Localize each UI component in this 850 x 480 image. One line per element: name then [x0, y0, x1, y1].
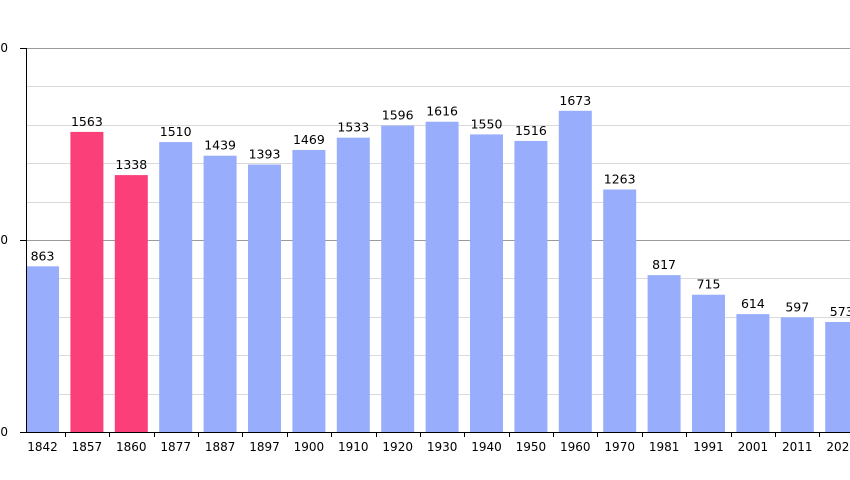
- bar-2021: [825, 321, 850, 432]
- bar-value-label-1842: 863: [31, 248, 55, 263]
- x-tick-label-1857: 1857: [72, 440, 103, 454]
- bar-1940: [470, 134, 503, 432]
- bar-1950: [514, 140, 548, 433]
- x-tick-label-1981: 1981: [649, 440, 680, 454]
- x-tick-label-2001: 2001: [738, 440, 769, 454]
- x-tick-label-2011: 2011: [782, 440, 813, 454]
- bar-value-label-1897: 1393: [249, 147, 281, 162]
- axes: [20, 48, 850, 437]
- bar-value-labels: 863 1563 1338 1510 1439 1393 1469 1533 1596 1616 1…: [31, 93, 850, 319]
- bar-1960: [558, 110, 592, 432]
- bar-value-label-2011: 597: [785, 299, 809, 314]
- x-tick-label-1950: 1950: [516, 440, 547, 454]
- bar-value-label-1930: 1616: [426, 104, 458, 119]
- x-tick-labels: 1842 1857 1860 1877 1887 1897 1900 1910 1920 1930…: [27, 440, 850, 454]
- bar-1930: [425, 121, 459, 432]
- bar-value-label-1970: 1263: [604, 172, 636, 187]
- bar-1842: [26, 266, 59, 432]
- y-tick-label: 0: [0, 233, 8, 247]
- x-tick-label-2021: 2021: [826, 440, 850, 454]
- bar-value-label-1910: 1533: [337, 120, 369, 135]
- x-tick-label-1940: 1940: [471, 440, 502, 454]
- bar-value-label-1900: 1469: [293, 132, 325, 147]
- bar-value-label-1950: 1516: [515, 123, 547, 138]
- y-tick-label: 0: [0, 425, 8, 439]
- y-tick-label: 0: [0, 41, 8, 55]
- bar-value-label-1877: 1510: [160, 124, 192, 139]
- x-tick-label-1877: 1877: [160, 440, 191, 454]
- bar-1920: [381, 125, 415, 433]
- bars: [26, 110, 850, 433]
- bar-value-label-1887: 1439: [204, 138, 236, 153]
- bar-value-label-1940: 1550: [471, 116, 503, 131]
- bar-value-label-1960: 1673: [559, 93, 591, 108]
- x-tick-label-1910: 1910: [338, 440, 369, 454]
- bar-value-label-1991: 715: [697, 277, 721, 292]
- x-tick-label-1991: 1991: [693, 440, 724, 454]
- bar-value-label-2021: 573: [830, 304, 850, 319]
- bar-1900: [292, 149, 326, 432]
- x-tick-label-1897: 1897: [249, 440, 280, 454]
- x-tick-label-1887: 1887: [205, 440, 236, 454]
- x-tick-label-1960: 1960: [560, 440, 591, 454]
- bar-value-label-1981: 817: [652, 257, 676, 272]
- bar-value-label-1920: 1596: [382, 108, 414, 123]
- y-tick-labels: 0 0 0: [0, 41, 8, 439]
- bar-1877: [159, 142, 193, 432]
- bar-1897: [248, 164, 281, 432]
- bar-value-label-1860: 1338: [115, 157, 147, 172]
- x-tick-label-1970: 1970: [604, 440, 635, 454]
- x-tick-label-1860: 1860: [116, 440, 147, 454]
- x-tick-label-1900: 1900: [294, 440, 325, 454]
- bar-1910: [336, 137, 370, 432]
- x-tick-label-1842: 1842: [27, 440, 58, 454]
- bar-1981: [647, 275, 681, 432]
- bar-2011: [780, 317, 814, 432]
- bar-1991: [692, 294, 725, 432]
- bar-value-label-2001: 614: [741, 296, 765, 311]
- bar-1860: [114, 175, 148, 432]
- x-tick-label-1930: 1930: [427, 440, 458, 454]
- bar-value-label-1857: 1563: [71, 114, 103, 129]
- bar-1857: [70, 131, 104, 433]
- bar-1887: [203, 155, 237, 432]
- x-tick-label-1920: 1920: [382, 440, 413, 454]
- bar-1970: [603, 189, 637, 432]
- bar-2001: [736, 314, 770, 432]
